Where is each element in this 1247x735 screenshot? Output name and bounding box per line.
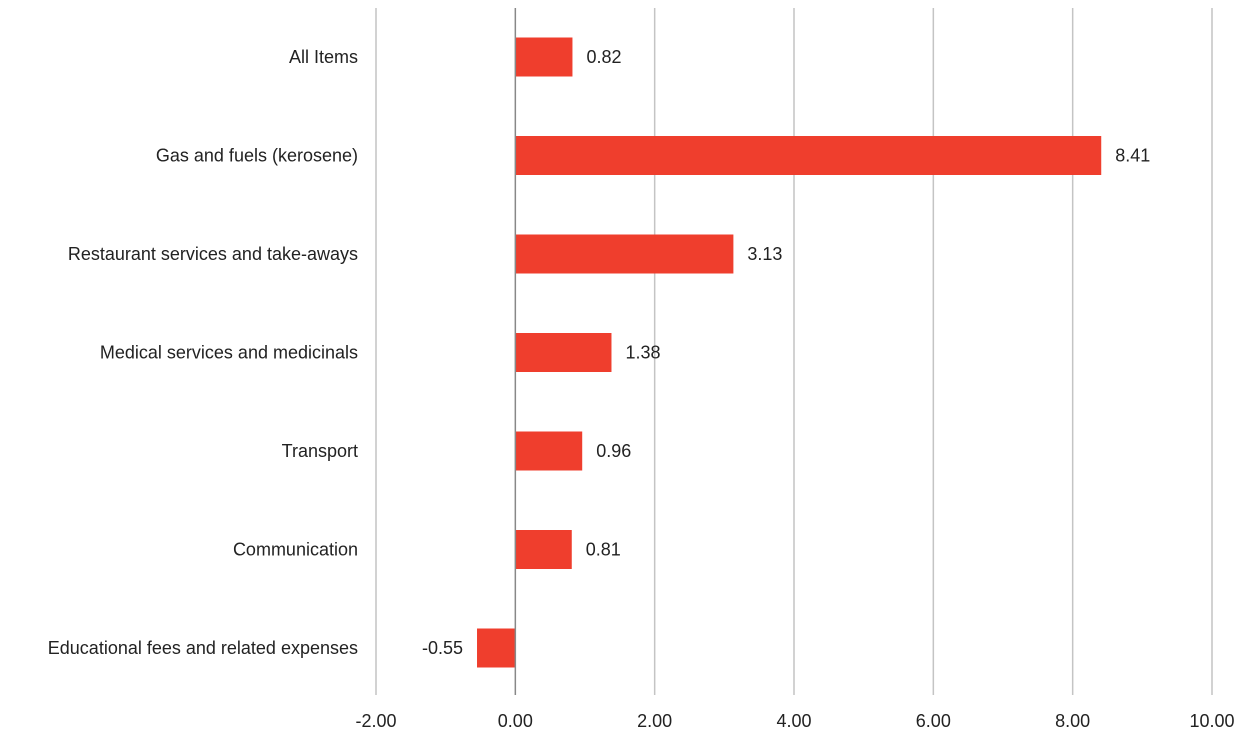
category-label: Gas and fuels (kerosene) [156, 146, 358, 166]
category-label: Restaurant services and take-aways [68, 244, 358, 264]
x-tick-label: 10.00 [1189, 711, 1234, 731]
category-label: Communication [233, 540, 358, 560]
x-tick-label: 2.00 [637, 711, 672, 731]
bar [515, 234, 734, 274]
gridlines [375, 8, 1213, 695]
bar [515, 530, 572, 569]
data-label: 8.41 [1115, 146, 1150, 166]
data-labels: 0.82 8.41 3.13 1.38 0.96 0.81 -0.55 [422, 47, 1150, 658]
data-label: 3.13 [747, 244, 782, 264]
x-tick-labels: -2.00 0.00 2.00 4.00 6.00 8.00 10.00 [355, 711, 1234, 731]
category-labels: All Items Gas and fuels (kerosene) Restaur… [48, 47, 358, 658]
data-label: 0.96 [596, 441, 631, 461]
category-label: All Items [289, 47, 358, 67]
x-tick-label: 0.00 [498, 711, 533, 731]
category-label: Educational fees and related expenses [48, 638, 358, 658]
x-tick-label: 8.00 [1055, 711, 1090, 731]
bar [515, 333, 612, 372]
bar [477, 628, 516, 668]
x-tick-label: 6.00 [916, 711, 951, 731]
data-label: 0.82 [586, 47, 621, 67]
x-tick-label: 4.00 [776, 711, 811, 731]
bars [477, 37, 1102, 668]
category-label: Medical services and medicinals [100, 343, 358, 363]
category-label: Transport [282, 441, 358, 461]
x-tick-label: -2.00 [355, 711, 396, 731]
data-label: 0.81 [586, 540, 621, 560]
data-label: 1.38 [625, 343, 660, 363]
bar [515, 431, 583, 471]
bar [515, 136, 1102, 175]
data-label: -0.55 [422, 638, 463, 658]
bar [515, 37, 573, 77]
